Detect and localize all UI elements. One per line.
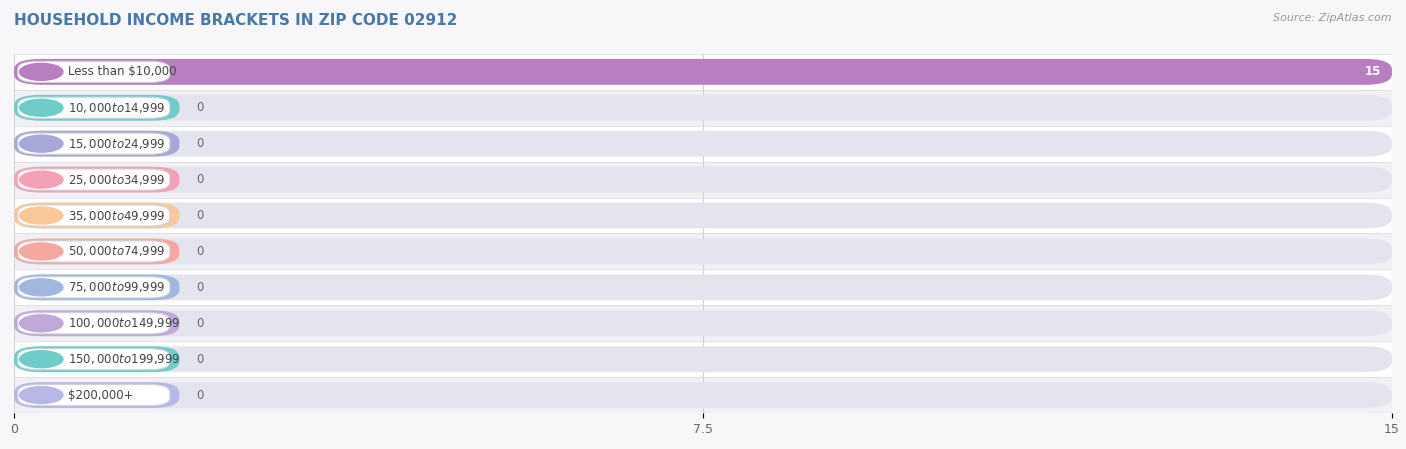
- Circle shape: [20, 171, 63, 188]
- FancyBboxPatch shape: [18, 169, 170, 190]
- FancyBboxPatch shape: [14, 131, 180, 157]
- FancyBboxPatch shape: [14, 238, 180, 264]
- Text: Less than $10,000: Less than $10,000: [69, 66, 177, 78]
- FancyBboxPatch shape: [18, 277, 170, 298]
- Text: 0: 0: [195, 137, 204, 150]
- FancyBboxPatch shape: [14, 274, 180, 300]
- FancyBboxPatch shape: [14, 346, 180, 372]
- FancyBboxPatch shape: [14, 274, 1392, 300]
- FancyBboxPatch shape: [18, 97, 170, 119]
- FancyBboxPatch shape: [18, 205, 170, 226]
- FancyBboxPatch shape: [18, 384, 170, 406]
- Circle shape: [20, 135, 63, 152]
- Text: 0: 0: [195, 173, 204, 186]
- FancyBboxPatch shape: [14, 126, 1392, 162]
- Text: $10,000 to $14,999: $10,000 to $14,999: [69, 101, 166, 115]
- FancyBboxPatch shape: [14, 202, 1392, 229]
- Text: 0: 0: [195, 245, 204, 258]
- FancyBboxPatch shape: [18, 133, 170, 154]
- Text: 0: 0: [195, 209, 204, 222]
- FancyBboxPatch shape: [14, 54, 1392, 90]
- FancyBboxPatch shape: [14, 341, 1392, 377]
- FancyBboxPatch shape: [14, 310, 1392, 336]
- FancyBboxPatch shape: [14, 269, 1392, 305]
- FancyBboxPatch shape: [18, 241, 170, 262]
- Circle shape: [20, 315, 63, 332]
- Text: $35,000 to $49,999: $35,000 to $49,999: [69, 208, 166, 223]
- Text: $100,000 to $149,999: $100,000 to $149,999: [69, 316, 181, 330]
- FancyBboxPatch shape: [14, 90, 1392, 126]
- FancyBboxPatch shape: [14, 167, 180, 193]
- Circle shape: [20, 99, 63, 116]
- Text: $50,000 to $74,999: $50,000 to $74,999: [69, 244, 166, 259]
- Circle shape: [20, 207, 63, 224]
- FancyBboxPatch shape: [14, 95, 180, 121]
- FancyBboxPatch shape: [18, 313, 170, 334]
- FancyBboxPatch shape: [14, 377, 1392, 413]
- Text: 0: 0: [195, 353, 204, 365]
- FancyBboxPatch shape: [14, 95, 1392, 121]
- Text: 15: 15: [1365, 66, 1381, 78]
- Circle shape: [20, 243, 63, 260]
- FancyBboxPatch shape: [18, 61, 170, 83]
- FancyBboxPatch shape: [14, 382, 1392, 408]
- Text: Source: ZipAtlas.com: Source: ZipAtlas.com: [1274, 13, 1392, 23]
- Text: $200,000+: $200,000+: [69, 389, 134, 401]
- Circle shape: [20, 351, 63, 368]
- FancyBboxPatch shape: [14, 305, 1392, 341]
- FancyBboxPatch shape: [14, 382, 180, 408]
- FancyBboxPatch shape: [18, 348, 170, 370]
- FancyBboxPatch shape: [14, 198, 1392, 233]
- Text: 0: 0: [195, 389, 204, 401]
- Circle shape: [20, 387, 63, 404]
- FancyBboxPatch shape: [14, 162, 1392, 198]
- FancyBboxPatch shape: [14, 233, 1392, 269]
- Circle shape: [20, 279, 63, 296]
- FancyBboxPatch shape: [14, 346, 1392, 372]
- Text: $75,000 to $99,999: $75,000 to $99,999: [69, 280, 166, 295]
- FancyBboxPatch shape: [14, 131, 1392, 157]
- Text: 0: 0: [195, 317, 204, 330]
- Text: $150,000 to $199,999: $150,000 to $199,999: [69, 352, 181, 366]
- Text: $25,000 to $34,999: $25,000 to $34,999: [69, 172, 166, 187]
- FancyBboxPatch shape: [14, 202, 180, 229]
- Text: 0: 0: [195, 101, 204, 114]
- Text: $15,000 to $24,999: $15,000 to $24,999: [69, 136, 166, 151]
- Circle shape: [20, 63, 63, 80]
- Text: HOUSEHOLD INCOME BRACKETS IN ZIP CODE 02912: HOUSEHOLD INCOME BRACKETS IN ZIP CODE 02…: [14, 13, 457, 28]
- FancyBboxPatch shape: [14, 59, 1392, 85]
- FancyBboxPatch shape: [14, 167, 1392, 193]
- FancyBboxPatch shape: [14, 238, 1392, 264]
- FancyBboxPatch shape: [14, 310, 180, 336]
- FancyBboxPatch shape: [14, 59, 1392, 85]
- Text: 0: 0: [195, 281, 204, 294]
